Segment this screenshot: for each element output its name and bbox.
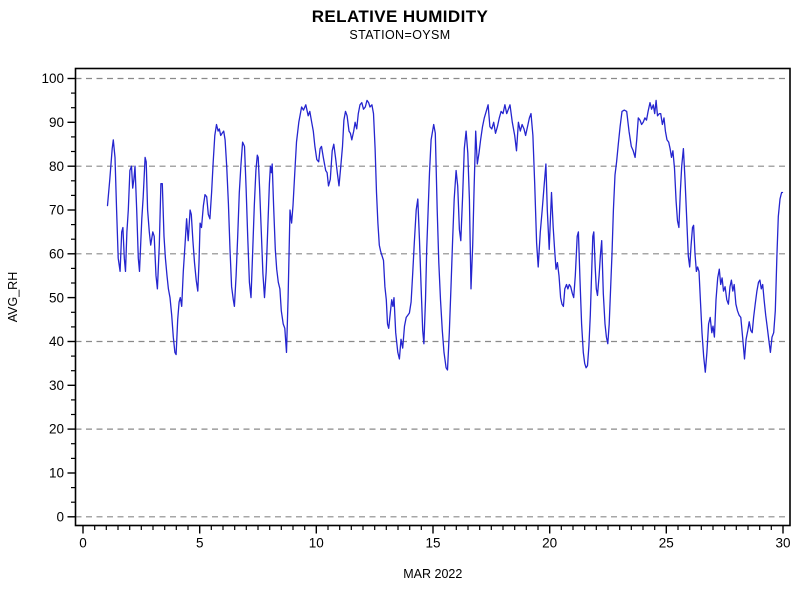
x-tick-label: 5 <box>196 536 204 551</box>
x-tick-label: 10 <box>309 536 324 551</box>
y-tick-label: 20 <box>49 422 64 437</box>
y-tick-label: 40 <box>49 334 64 349</box>
plot-area: 0 10 20 30 40 50 60 70 80 90 100 0 5 10 15 20 25 30 <box>41 67 791 551</box>
x-tick-label: 20 <box>542 536 557 551</box>
y-tick-label: 70 <box>49 203 64 218</box>
x-axis-title: MAR 2022 <box>403 567 462 581</box>
chart-title: RELATIVE HUMIDITY <box>312 7 489 26</box>
y-axis-title: AVG_RH <box>6 272 20 322</box>
x-tick-label: 15 <box>425 536 440 551</box>
x-tick-label: 30 <box>775 536 790 551</box>
y-tick-label: 80 <box>49 159 64 174</box>
y-tick-label: 0 <box>56 509 64 524</box>
y-tick-label: 60 <box>49 246 64 261</box>
humidity-line <box>106 99 784 373</box>
chart-subtitle: STATION=OYSM <box>349 28 450 42</box>
y-tick-label: 30 <box>49 378 64 393</box>
y-tick-label: 100 <box>41 71 64 86</box>
y-tick-label: 50 <box>49 290 64 305</box>
y-tick-label: 10 <box>49 466 64 481</box>
x-tick-label: 0 <box>79 536 87 551</box>
y-tick-label: 90 <box>49 115 64 130</box>
x-tick-label: 25 <box>659 536 674 551</box>
